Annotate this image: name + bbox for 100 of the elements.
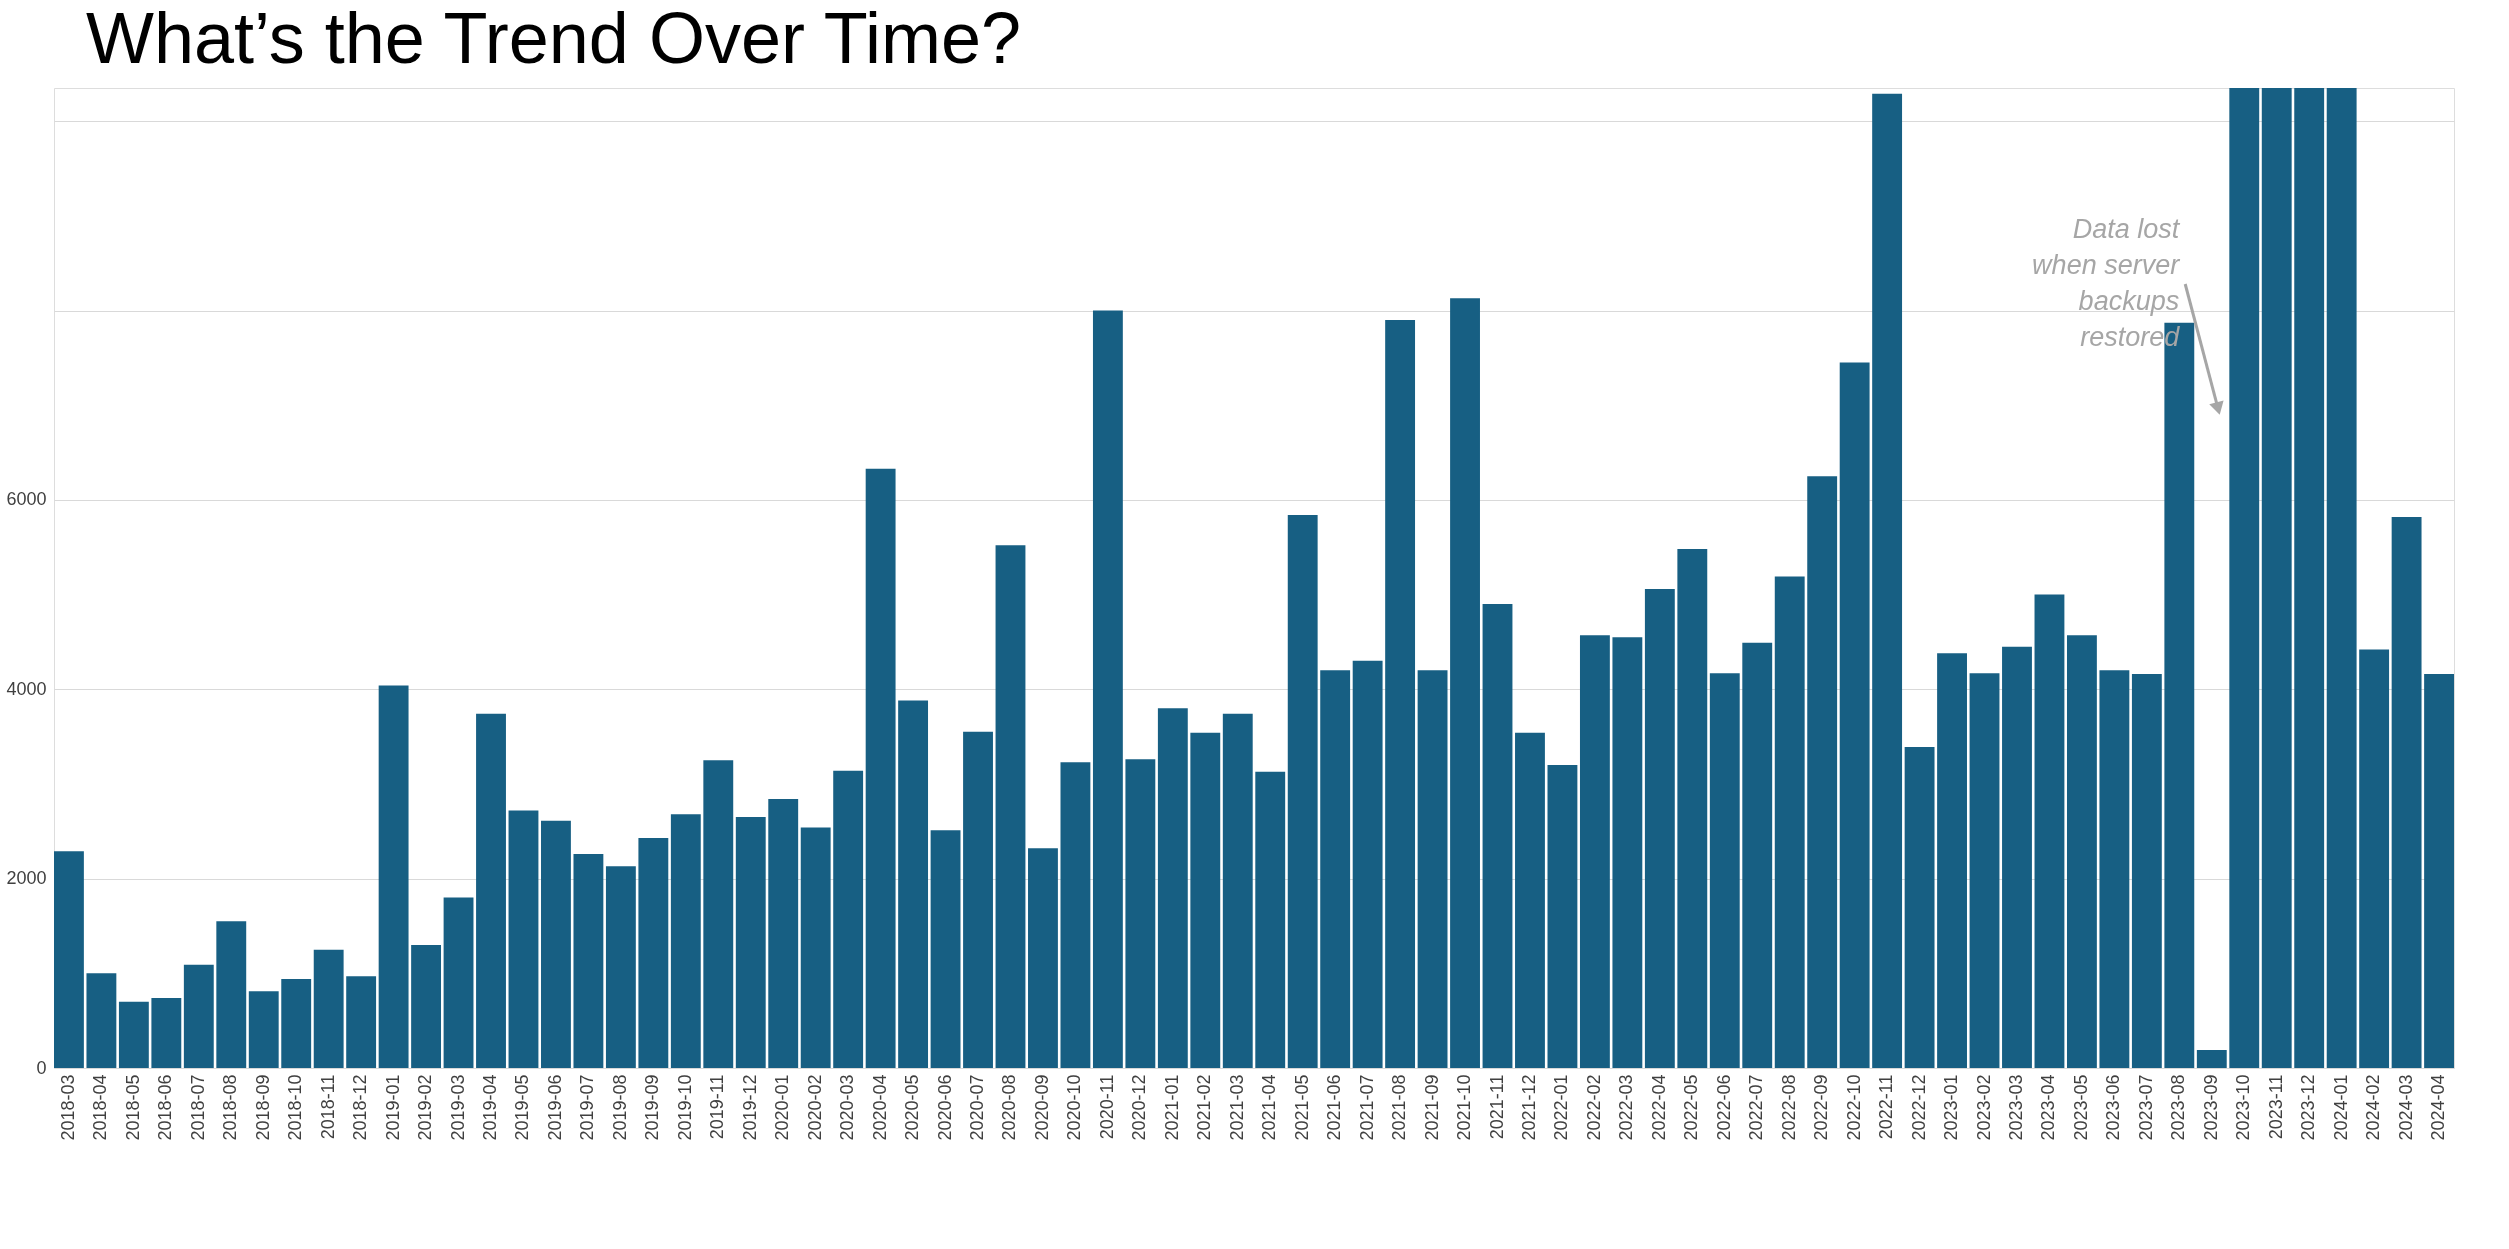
bar	[476, 713, 506, 1068]
bar	[1190, 732, 1221, 1068]
x-tick-label: 2024-03	[2395, 1074, 2416, 1141]
chart-title: What’s the Trend Over Time?	[85, 0, 1022, 78]
x-tick-label: 2023-07	[2135, 1074, 2156, 1141]
x-tick-label: 2021-08	[1389, 1074, 1410, 1141]
x-tick-label: 2023-02	[1973, 1074, 1994, 1141]
x-tick-label: 2019-12	[739, 1074, 760, 1141]
bar	[1287, 515, 1318, 1068]
y-tick-label: 2000	[6, 868, 47, 889]
x-tick-label: 2024-01	[2330, 1074, 2351, 1141]
bar	[995, 545, 1026, 1068]
bar	[313, 949, 344, 1068]
bar	[248, 991, 279, 1068]
bar	[930, 830, 961, 1068]
bar	[573, 854, 604, 1068]
bar	[768, 799, 799, 1068]
bar	[2391, 516, 2422, 1068]
bar	[1839, 362, 1870, 1068]
x-tick-label: 2021-10	[1454, 1074, 1475, 1141]
bar	[1547, 765, 1578, 1068]
bar	[1937, 653, 1967, 1068]
x-tick-label: 2020-11	[1096, 1074, 1117, 1140]
x-tick-label: 2019-09	[642, 1074, 663, 1141]
x-tick-label: 2020-09	[1031, 1074, 1052, 1141]
x-tick-label: 2019-02	[415, 1074, 436, 1141]
bar	[281, 979, 312, 1068]
x-tick-label: 2020-02	[804, 1074, 825, 1141]
x-tick-label: 2022-11	[1876, 1074, 1897, 1140]
bar	[411, 944, 442, 1068]
bar	[963, 731, 993, 1068]
x-tick-label: 2021-09	[1421, 1074, 1442, 1141]
x-tick-label: 2022-07	[1746, 1074, 1767, 1141]
x-tick-label: 2021-12	[1518, 1074, 1539, 1141]
x-tick-label: 2018-09	[252, 1074, 273, 1141]
bar	[605, 866, 636, 1068]
x-tick-label: 2021-04	[1259, 1074, 1280, 1141]
bar	[833, 770, 864, 1068]
x-tick-label: 2022-12	[1908, 1074, 1929, 1141]
x-tick-label: 2018-12	[350, 1074, 371, 1141]
x-tick-label: 2021-11	[1486, 1074, 1507, 1140]
bar	[1222, 713, 1253, 1068]
bar	[670, 814, 701, 1068]
x-tick-label: 2018-08	[220, 1074, 241, 1141]
x-tick-label: 2023-08	[2168, 1074, 2189, 1141]
x-tick-label: 2021-05	[1291, 1074, 1312, 1141]
x-tick-label: 2020-01	[772, 1074, 793, 1141]
bar	[638, 837, 669, 1068]
x-tick-label: 2019-10	[674, 1074, 695, 1141]
bar	[443, 897, 474, 1068]
x-tick-label: 2018-07	[187, 1074, 208, 1141]
x-tick-label: 2020-03	[837, 1074, 858, 1141]
x-tick-label: 2019-04	[480, 1074, 501, 1141]
bar	[1320, 670, 1351, 1068]
bar	[1904, 747, 1935, 1068]
bar	[1417, 670, 1448, 1068]
x-tick-label: 2023-09	[2200, 1074, 2221, 1141]
bar	[2066, 635, 2097, 1068]
bar	[183, 964, 214, 1068]
bar	[1579, 635, 1610, 1068]
bar	[800, 827, 831, 1068]
bar	[1644, 588, 1675, 1068]
bar	[2294, 88, 2325, 1068]
x-tick-label: 2022-09	[1811, 1074, 1832, 1141]
bar	[1709, 673, 1740, 1068]
bar	[1969, 673, 2000, 1068]
bar	[2261, 88, 2292, 1068]
y-tick-label: 6000	[6, 489, 47, 510]
x-tick-label: 2022-10	[1843, 1074, 1864, 1141]
x-tick-label: 2018-05	[122, 1074, 143, 1141]
bar	[1872, 93, 1903, 1068]
x-tick-label: 2024-04	[2428, 1074, 2449, 1141]
x-tick-label: 2018-04	[90, 1074, 111, 1141]
x-tick-label: 2019-07	[577, 1074, 598, 1141]
x-tick-label: 2019-06	[544, 1074, 565, 1141]
x-tick-label: 2023-06	[2103, 1074, 2124, 1141]
x-tick-label: 2020-12	[1129, 1074, 1150, 1141]
x-tick-label: 2019-03	[447, 1074, 468, 1141]
bar	[2002, 646, 2032, 1068]
x-tick-label: 2022-01	[1551, 1074, 1572, 1141]
bar	[2424, 674, 2454, 1068]
y-tick-label: 0	[36, 1057, 47, 1078]
bar	[2099, 670, 2130, 1068]
bar	[1028, 848, 1058, 1068]
bar	[216, 921, 247, 1068]
x-tick-label: 2021-07	[1356, 1074, 1377, 1141]
x-tick-label: 2020-06	[934, 1074, 955, 1141]
x-tick-label: 2020-08	[999, 1074, 1020, 1141]
x-tick-label: 2023-04	[2038, 1074, 2059, 1141]
x-tick-label: 2021-06	[1324, 1074, 1345, 1141]
x-tick-label: 2022-05	[1681, 1074, 1702, 1141]
x-tick-label: 2022-06	[1713, 1074, 1734, 1141]
bar	[1807, 476, 1838, 1068]
x-tick-label: 2018-06	[155, 1074, 176, 1141]
x-tick-label: 2018-10	[285, 1074, 306, 1141]
x-tick-label: 2018-03	[57, 1074, 78, 1141]
bar	[735, 817, 766, 1068]
bar	[508, 810, 539, 1068]
bar	[2131, 674, 2162, 1068]
x-tick-label: 2024-02	[2363, 1074, 2384, 1141]
